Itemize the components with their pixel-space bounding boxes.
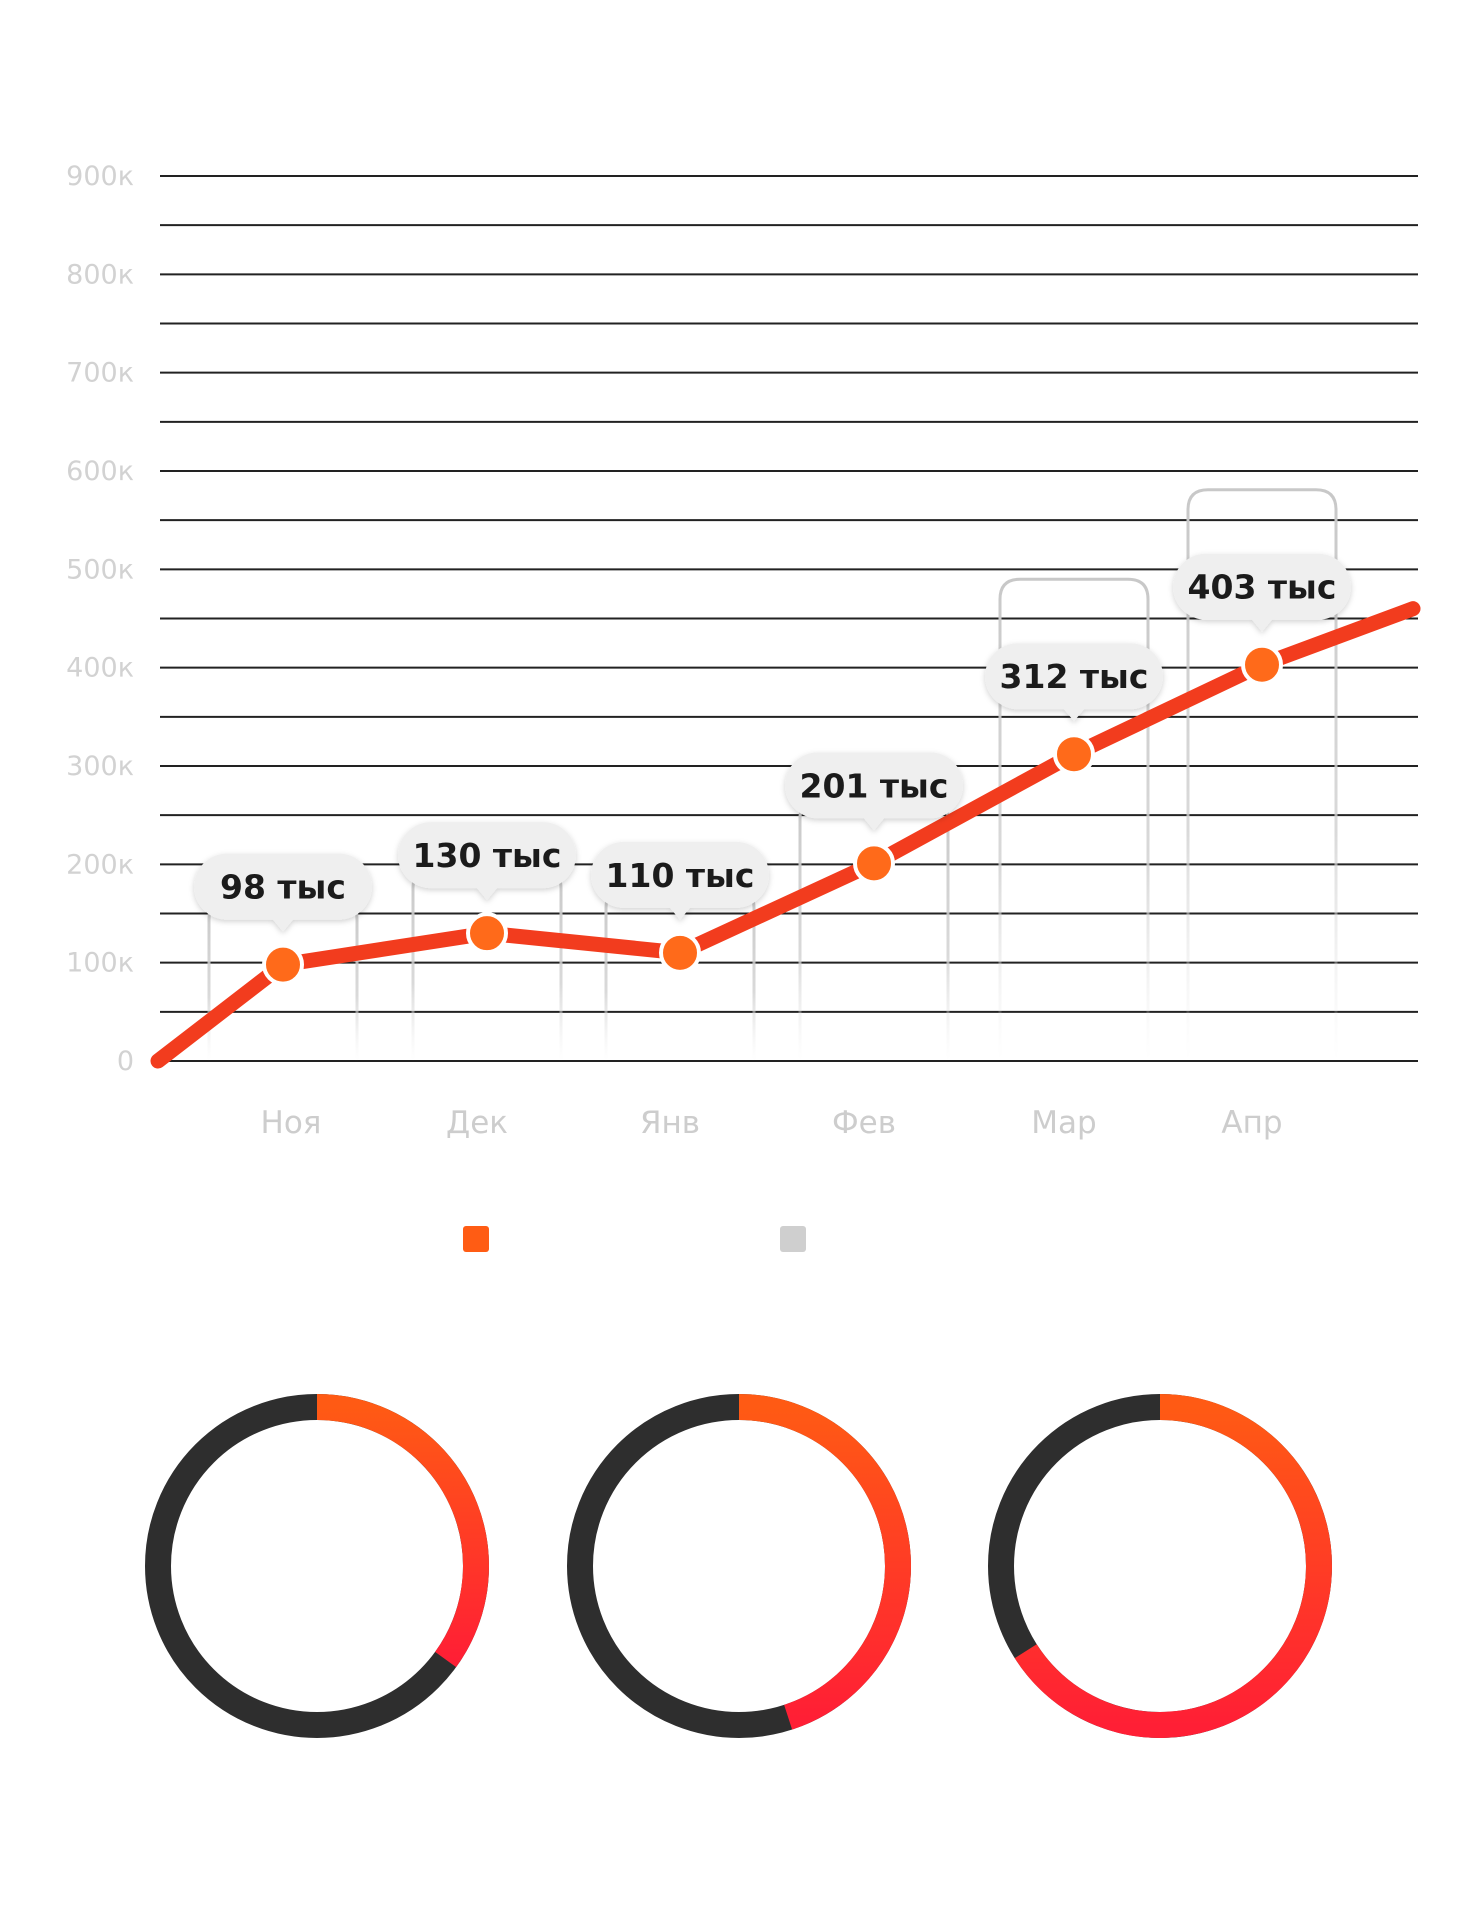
donut-highlight bbox=[738, 1394, 911, 1730]
data-point-2[interactable] bbox=[466, 912, 508, 955]
x-tick-label: Дек bbox=[446, 1105, 508, 1141]
x-tick-label: Апр bbox=[1221, 1105, 1282, 1141]
y-tick-label: 400к bbox=[66, 653, 134, 684]
x-tick-label: Ноя bbox=[261, 1105, 322, 1141]
data-label: 403 тыс bbox=[1188, 568, 1337, 607]
data-point-3[interactable] bbox=[659, 931, 701, 974]
y-tick-label: 500к bbox=[66, 554, 134, 585]
y-tick-label: 800к bbox=[66, 259, 134, 290]
value-callout: 98 тыс bbox=[194, 853, 373, 932]
donut-chart-3 bbox=[988, 1394, 1332, 1738]
data-label: 312 тыс bbox=[1000, 657, 1149, 696]
y-tick-label: 700к bbox=[66, 358, 134, 389]
donut-chart-1 bbox=[145, 1394, 489, 1738]
point-bracket bbox=[1186, 488, 1338, 1061]
y-tick-label: 900к bbox=[66, 161, 134, 192]
data-point-5[interactable] bbox=[1053, 733, 1095, 776]
donut-highlight bbox=[1014, 1394, 1332, 1738]
y-tick-label: 200к bbox=[66, 849, 134, 880]
callout-bubble bbox=[985, 643, 1163, 722]
callout-bubble bbox=[591, 841, 770, 920]
data-label: 98 тыс bbox=[220, 868, 346, 907]
callout-bubble bbox=[194, 853, 373, 932]
y-tick-label: 300к bbox=[66, 751, 134, 782]
value-callout: 403 тыс bbox=[1173, 553, 1352, 632]
data-label: 110 тыс bbox=[606, 856, 755, 895]
callout-bubble bbox=[785, 752, 964, 831]
data-point-6[interactable] bbox=[1241, 643, 1283, 686]
donut-chart-2 bbox=[567, 1394, 911, 1738]
data-point-1[interactable] bbox=[262, 943, 304, 986]
y-tick-label: 600к bbox=[66, 456, 134, 487]
callout-bubble bbox=[398, 822, 576, 901]
point-bracket bbox=[998, 577, 1150, 1061]
y-tick-label: 100к bbox=[66, 948, 134, 979]
value-callout: 130 тыс bbox=[398, 822, 576, 901]
y-axis-ticks: 0 100к 200к 300к 400к 500к 600к 700к 800к 900к bbox=[66, 161, 134, 1077]
callout-bubble bbox=[1173, 553, 1352, 632]
y-tick-label: 0 bbox=[117, 1046, 134, 1077]
value-callout: 201 тыс bbox=[785, 752, 964, 831]
donut-highlight bbox=[316, 1394, 489, 1668]
legend bbox=[463, 1226, 806, 1252]
gridlines bbox=[160, 175, 1418, 1062]
data-label: 130 тыс bbox=[413, 836, 562, 875]
value-callout: 312 тыс bbox=[985, 643, 1163, 722]
data-label: 201 тыс bbox=[800, 766, 949, 805]
legend-swatch bbox=[780, 1226, 806, 1252]
legend-swatch bbox=[463, 1226, 489, 1252]
month-brackets bbox=[207, 488, 1338, 1061]
data-point-4[interactable] bbox=[853, 842, 895, 885]
x-tick-label: Янв bbox=[640, 1105, 700, 1141]
value-callout: 110 тыс bbox=[591, 841, 770, 920]
series-line bbox=[150, 601, 1421, 1069]
x-axis-ticks: Ноя Дек Янв Фев Мар Апр bbox=[261, 1105, 1283, 1141]
donut-charts bbox=[145, 1394, 1332, 1738]
line-series bbox=[150, 601, 1421, 1069]
x-tick-label: Фев bbox=[832, 1105, 896, 1141]
value-callouts: 98 тыс 130 тыс 110 тыс 201 тыс 312 тыс 403 ты… bbox=[194, 553, 1352, 932]
x-tick-label: Мар bbox=[1031, 1105, 1096, 1141]
line-markers bbox=[262, 643, 1283, 986]
